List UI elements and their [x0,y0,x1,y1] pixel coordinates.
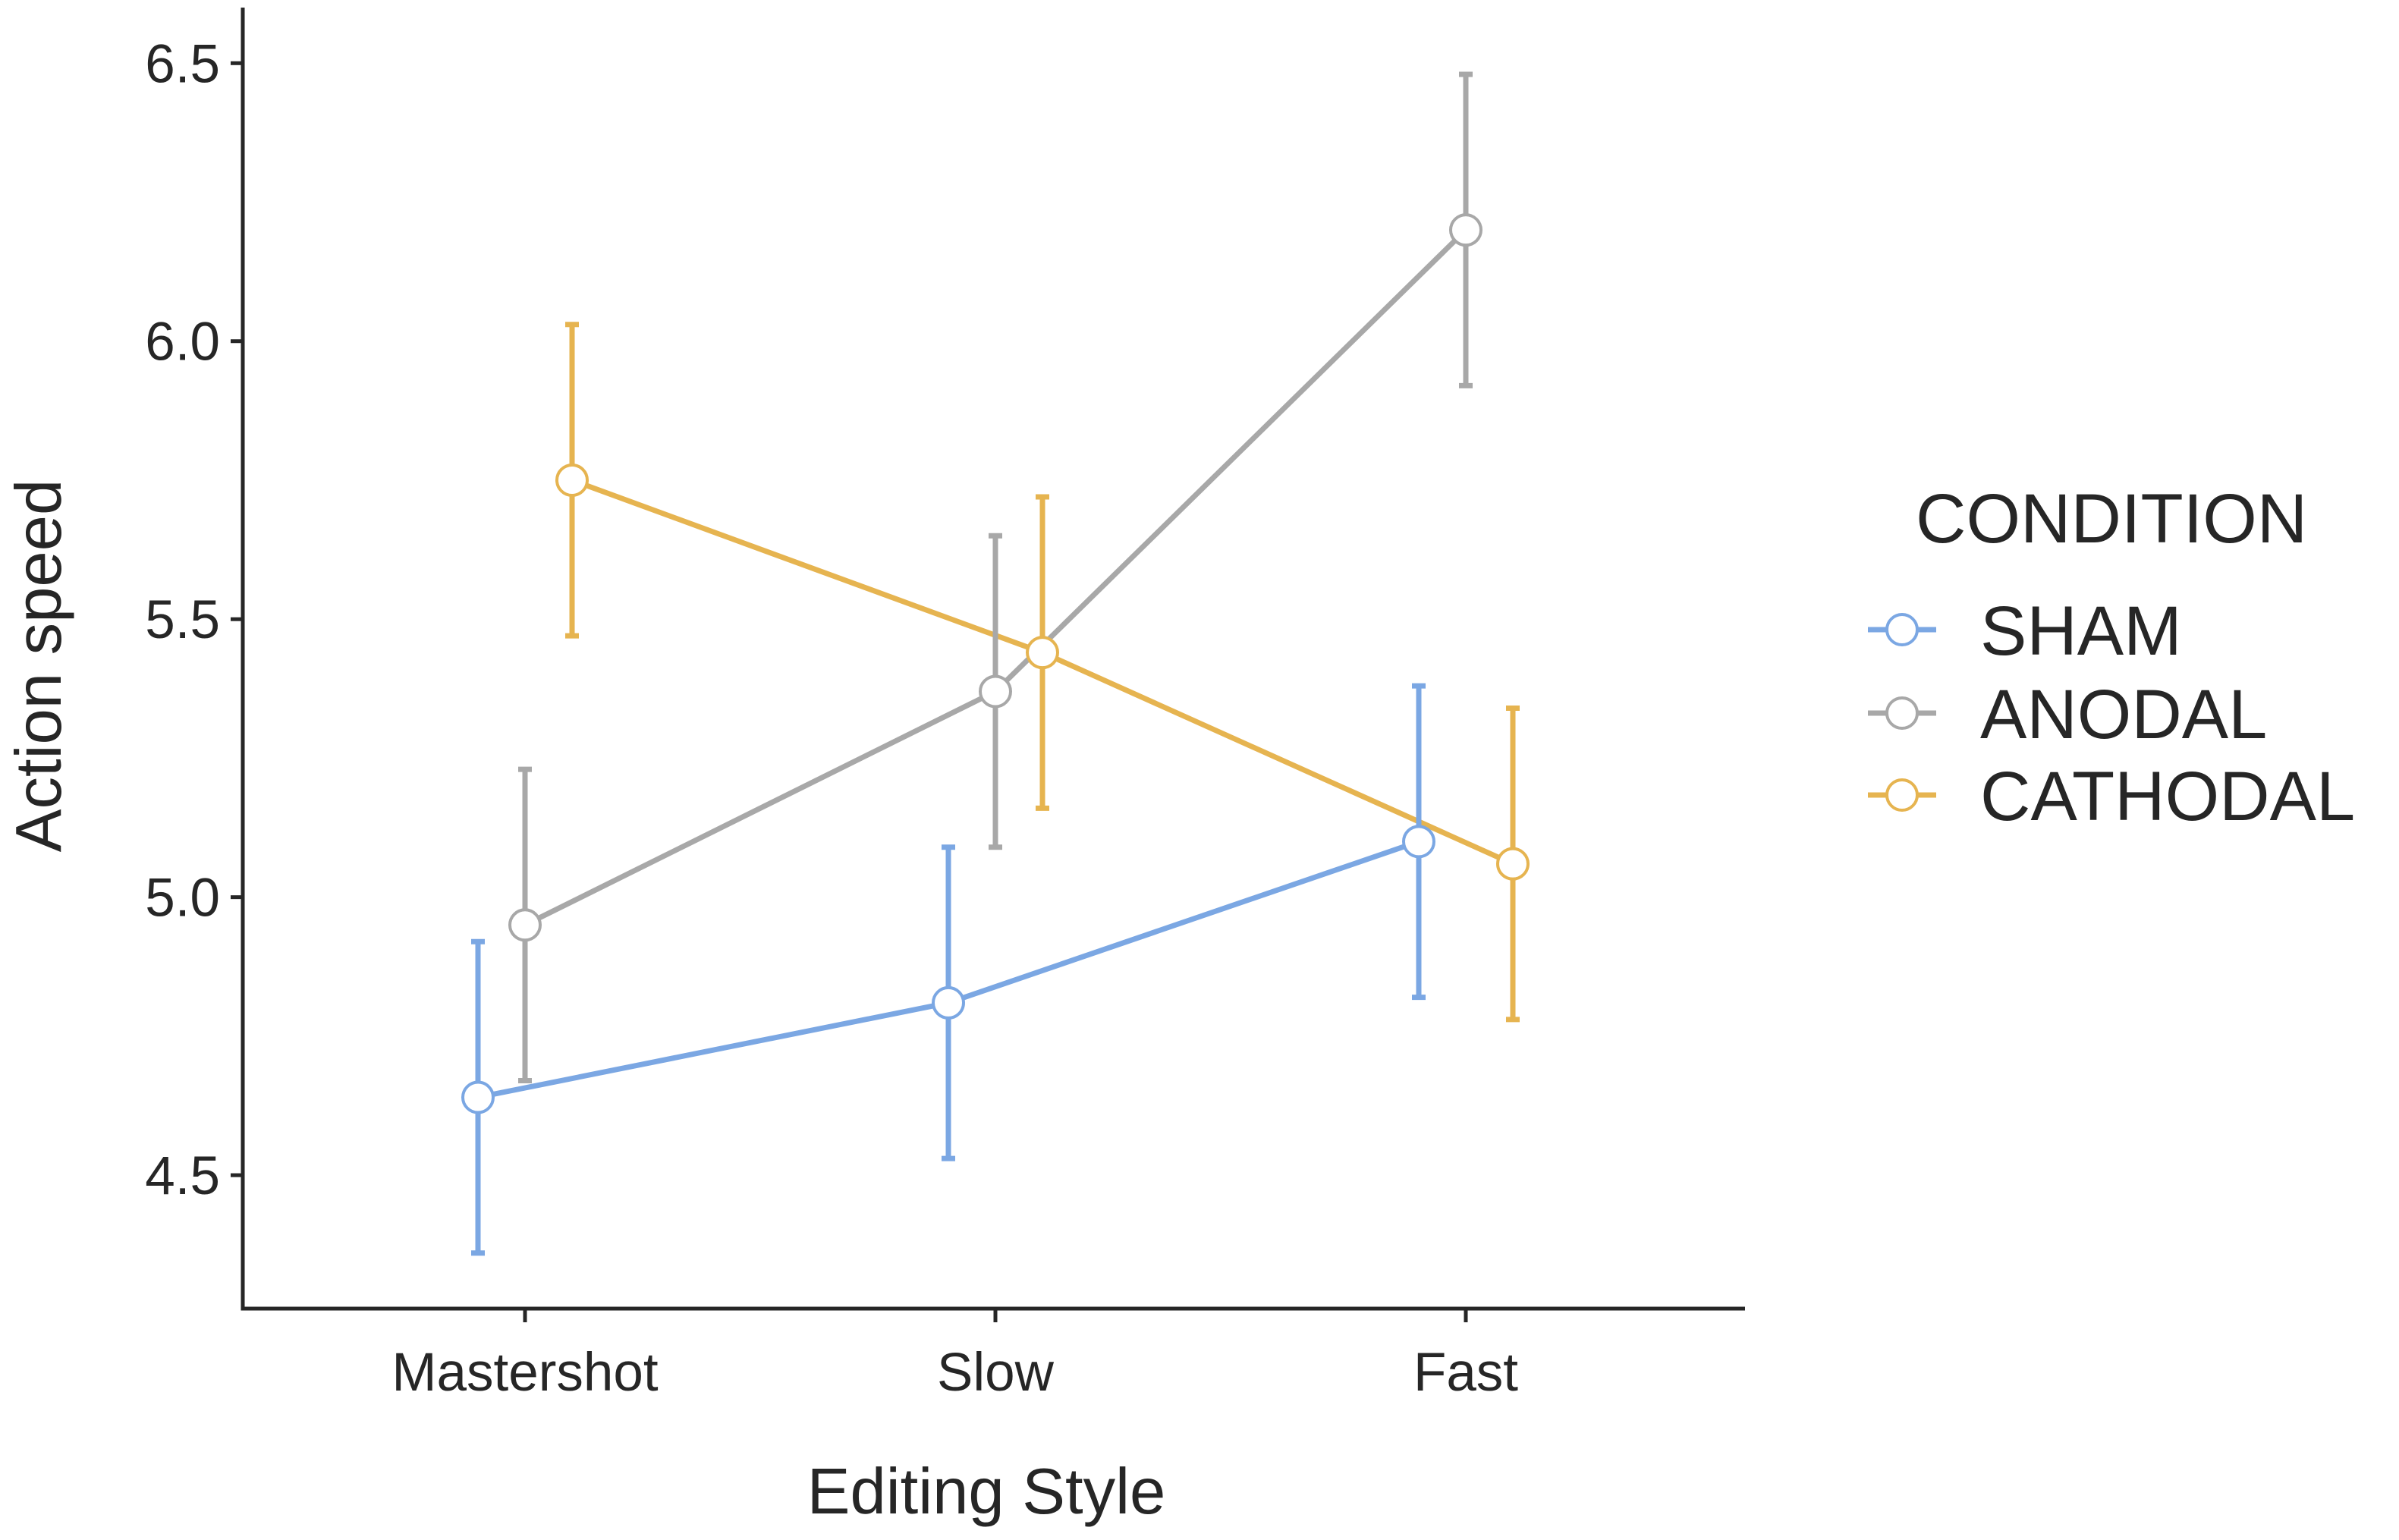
y-tick-label: 6.0 [145,313,220,372]
plot-area: 4.5 5.0 5.5 6.0 6.5 Mastershot Slow Fast [145,8,1745,1403]
x-tick-label: Slow [937,1343,1055,1403]
data-point-sham [932,985,965,1020]
legend-label: CATHODAL [1980,758,2355,835]
data-point-sham [461,1080,495,1114]
data-point-anodal [979,674,1012,709]
legend-label: SHAM [1980,592,2182,670]
y-tick-label: 4.5 [145,1146,220,1206]
legend-item-cathodal: CATHODAL [1868,758,2355,835]
data-point-cathodal [1496,847,1530,881]
data-point-anodal [508,908,542,942]
y-axis-title: Action speed [3,479,75,852]
legend-title: CONDITION [1916,480,2307,558]
legend-label: ANODAL [1980,676,2267,753]
x-axis-title: Editing Style [807,1456,1165,1528]
data-point-cathodal [555,463,589,497]
y-tick-label: 5.5 [145,590,220,650]
legend-swatch-marker [1885,613,1919,646]
y-tick-label: 6.5 [145,34,220,94]
series-error-bars [471,71,1520,1256]
data-point-sham [1402,825,1435,859]
x-ticks: Mastershot Slow Fast [391,1309,1518,1403]
legend-swatch-marker [1885,778,1919,812]
legend-item-anodal: ANODAL [1868,676,2267,753]
y-ticks: 4.5 5.0 5.5 6.0 6.5 [145,34,243,1206]
data-point-anodal [1449,213,1482,247]
y-tick-label: 5.0 [145,869,220,929]
x-tick-label: Fast [1413,1343,1518,1403]
axes: 4.5 5.0 5.5 6.0 6.5 Mastershot Slow Fast [145,8,1745,1403]
series-points [461,213,1530,1114]
data-point-cathodal [1026,636,1059,670]
legend-swatch-marker [1885,696,1919,730]
legend-item-sham: SHAM [1868,592,2182,670]
x-tick-label: Mastershot [391,1343,658,1403]
